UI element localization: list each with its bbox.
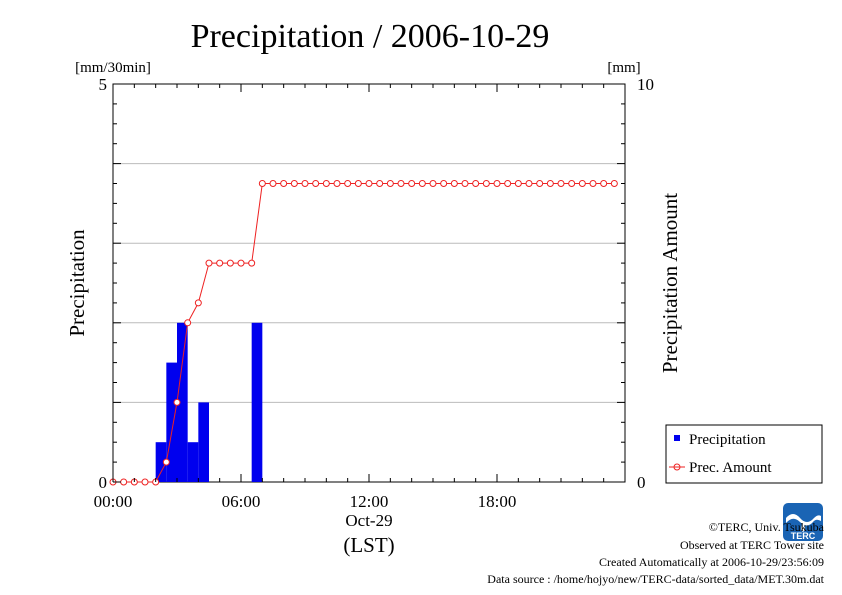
credit-observed: Observed at TERC Tower site — [679, 538, 824, 552]
amount-point — [237, 259, 245, 267]
legend-amount-marker — [673, 463, 681, 471]
amount-point — [354, 180, 362, 187]
x-axis: 00:00 06:00 12:00 18:00 — [94, 84, 626, 511]
amount-point — [397, 180, 405, 187]
amount-point — [365, 180, 373, 187]
amount-point — [194, 299, 202, 307]
amount-point — [536, 180, 544, 187]
y-left-tick-label: 0 — [99, 473, 108, 492]
x-axis-label: (LST) — [343, 533, 394, 557]
amount-point — [461, 180, 469, 187]
precipitation-bar — [166, 362, 177, 482]
x-tick-label: 12:00 — [350, 492, 389, 511]
plot-frame — [112, 83, 626, 483]
amount-point — [290, 180, 298, 187]
amount-point — [120, 478, 128, 486]
left-axis-label: Precipitation — [65, 229, 89, 337]
x-axis-sublabel: Oct-29 — [345, 511, 392, 530]
credit-copyright: ©TERC, Univ. Tsukuba — [708, 520, 824, 534]
legend-precipitation-label: Precipitation — [689, 432, 766, 448]
amount-point — [450, 180, 458, 187]
amount-point — [418, 180, 426, 187]
y-left-tick-label: 5 — [99, 75, 108, 94]
amount-point — [493, 180, 501, 187]
amount-point — [514, 180, 522, 187]
amount-point — [173, 398, 181, 406]
amount-point — [600, 180, 608, 187]
amount-point — [408, 180, 416, 187]
precipitation-bar — [187, 442, 199, 482]
amount-point — [386, 180, 394, 187]
amount-point — [482, 180, 490, 187]
amount-point — [141, 478, 149, 486]
left-axis-unit: [mm/30min] — [75, 60, 151, 76]
amount-line-path — [113, 183, 615, 483]
chart-title: Precipitation / 2006-10-29 — [191, 18, 550, 55]
amount-point — [344, 180, 352, 187]
amount-point — [248, 259, 256, 267]
amount-point — [280, 180, 288, 187]
amount-point — [440, 180, 448, 187]
amount-point — [162, 458, 170, 466]
amount-point — [578, 180, 586, 187]
amount-point — [301, 180, 309, 187]
amount-point — [546, 180, 554, 187]
svg-text:TERC: TERC — [791, 531, 816, 541]
amount-point — [504, 180, 512, 187]
x-tick-label: 06:00 — [222, 492, 261, 511]
amount-point — [525, 180, 533, 187]
y-right-tick-label: 0 — [637, 473, 646, 492]
credit-created: Created Automatically at 2006-10-29/23:5… — [599, 555, 824, 569]
amount-point — [226, 259, 234, 267]
legend: Precipitation Prec. Amount — [665, 424, 823, 484]
grid-lines — [113, 163, 625, 403]
x-tick-label: 18:00 — [478, 492, 517, 511]
amount-point — [557, 180, 565, 187]
y-right-tick-label: 10 — [637, 75, 654, 94]
amount-point — [184, 319, 192, 327]
right-axis-label: Precipitation Amount — [658, 193, 682, 373]
amount-point — [589, 180, 597, 187]
amount-point — [568, 180, 576, 187]
legend-amount-label: Prec. Amount — [689, 460, 772, 476]
right-axis-unit: [mm] — [607, 60, 640, 76]
amount-point — [216, 259, 224, 267]
precipitation-bar — [155, 442, 167, 482]
amount-point — [258, 180, 266, 187]
x-tick-label: 00:00 — [94, 492, 133, 511]
amount-point — [205, 259, 213, 267]
legend-box — [665, 424, 823, 484]
amount-line — [109, 180, 618, 486]
amount-point — [429, 180, 437, 187]
amount-point — [376, 180, 384, 187]
amount-point — [610, 180, 618, 187]
legend-precipitation-swatch — [674, 435, 680, 441]
y-axes: 0 5 0 10 — [99, 75, 655, 492]
precipitation-bar — [177, 322, 188, 482]
precipitation-bar — [251, 322, 263, 482]
precipitation-bars — [155, 322, 263, 482]
amount-point — [269, 180, 277, 187]
amount-point — [312, 180, 320, 187]
credit-source: Data source : /home/hojyo/new/TERC-data/… — [487, 572, 824, 586]
precipitation-bar — [198, 402, 209, 482]
amount-point — [322, 180, 330, 187]
amount-point — [333, 180, 341, 187]
amount-point — [472, 180, 480, 187]
terc-logo-icon: TERC — [783, 503, 823, 541]
